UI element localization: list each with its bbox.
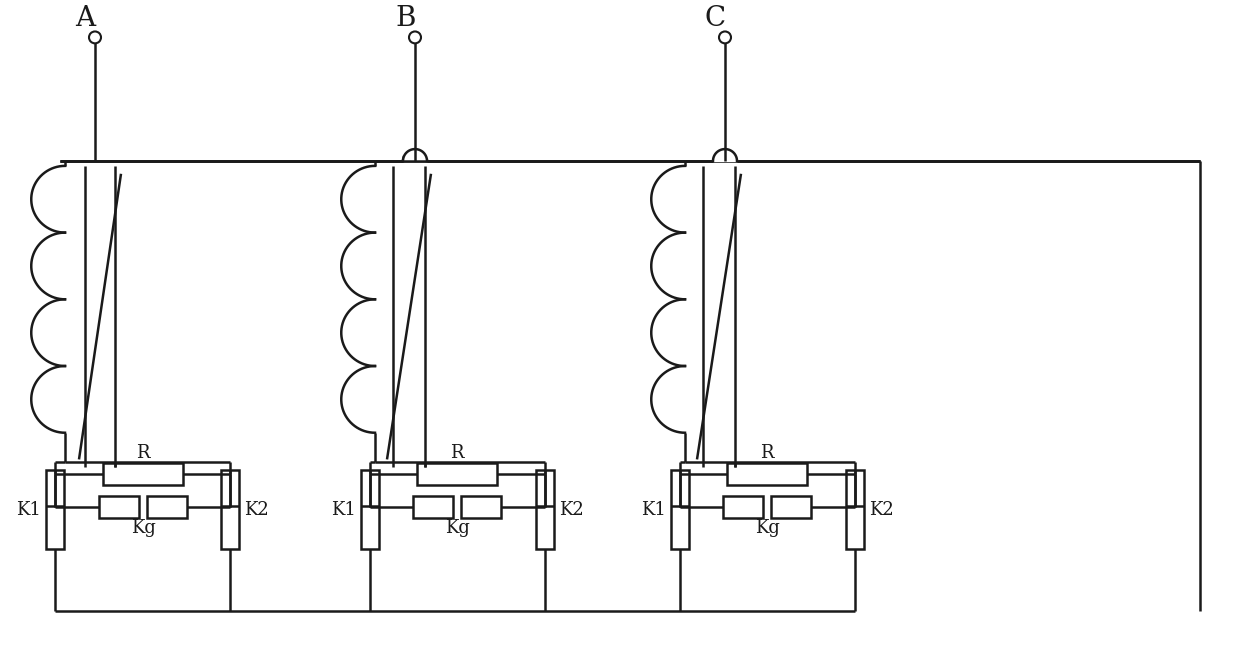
Bar (103, 464, 184, 485)
Text: C: C (706, 5, 727, 33)
Bar (46, 470, 64, 549)
Bar (536, 470, 554, 549)
Bar (361, 470, 379, 549)
Text: K1: K1 (16, 501, 41, 519)
Text: K2: K2 (869, 501, 894, 519)
Bar (417, 464, 497, 485)
Text: R: R (136, 444, 150, 462)
Bar (461, 496, 501, 518)
Text: K2: K2 (559, 501, 584, 519)
Text: Kg: Kg (755, 519, 780, 537)
Bar (221, 470, 239, 549)
Text: Kg: Kg (130, 519, 155, 537)
Text: B: B (396, 5, 415, 33)
Text: K2: K2 (244, 501, 269, 519)
Text: R: R (450, 444, 464, 462)
Bar (723, 496, 763, 518)
Text: Kg: Kg (445, 519, 470, 537)
Text: K1: K1 (641, 501, 666, 519)
Bar (148, 496, 187, 518)
Bar (727, 464, 807, 485)
Bar (846, 470, 864, 549)
Text: K1: K1 (331, 501, 356, 519)
Bar (771, 496, 811, 518)
Text: R: R (760, 444, 774, 462)
Text: A: A (74, 5, 95, 33)
Bar (671, 470, 689, 549)
Bar (99, 496, 139, 518)
Bar (413, 496, 453, 518)
